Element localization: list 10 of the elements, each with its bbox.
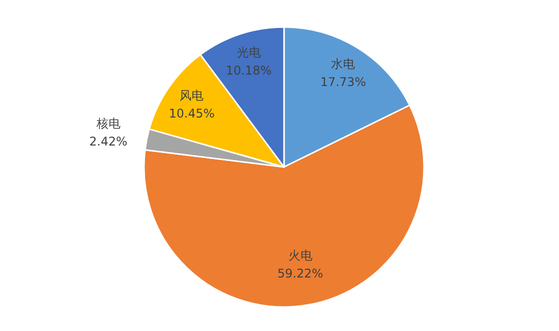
slice-label: 水电 [331,56,356,71]
data-label: 10.18% [226,64,272,78]
data-label: 2.42% [89,134,128,149]
slice-label: 核电 [95,116,120,131]
slice-label: 光电 [236,46,261,60]
data-label: 10.45% [168,106,215,120]
slice-label: 风电 [180,88,204,102]
data-label: 17.73% [320,74,366,89]
data-label: 59.22% [277,266,324,281]
slice-label: 火电 [288,248,312,263]
